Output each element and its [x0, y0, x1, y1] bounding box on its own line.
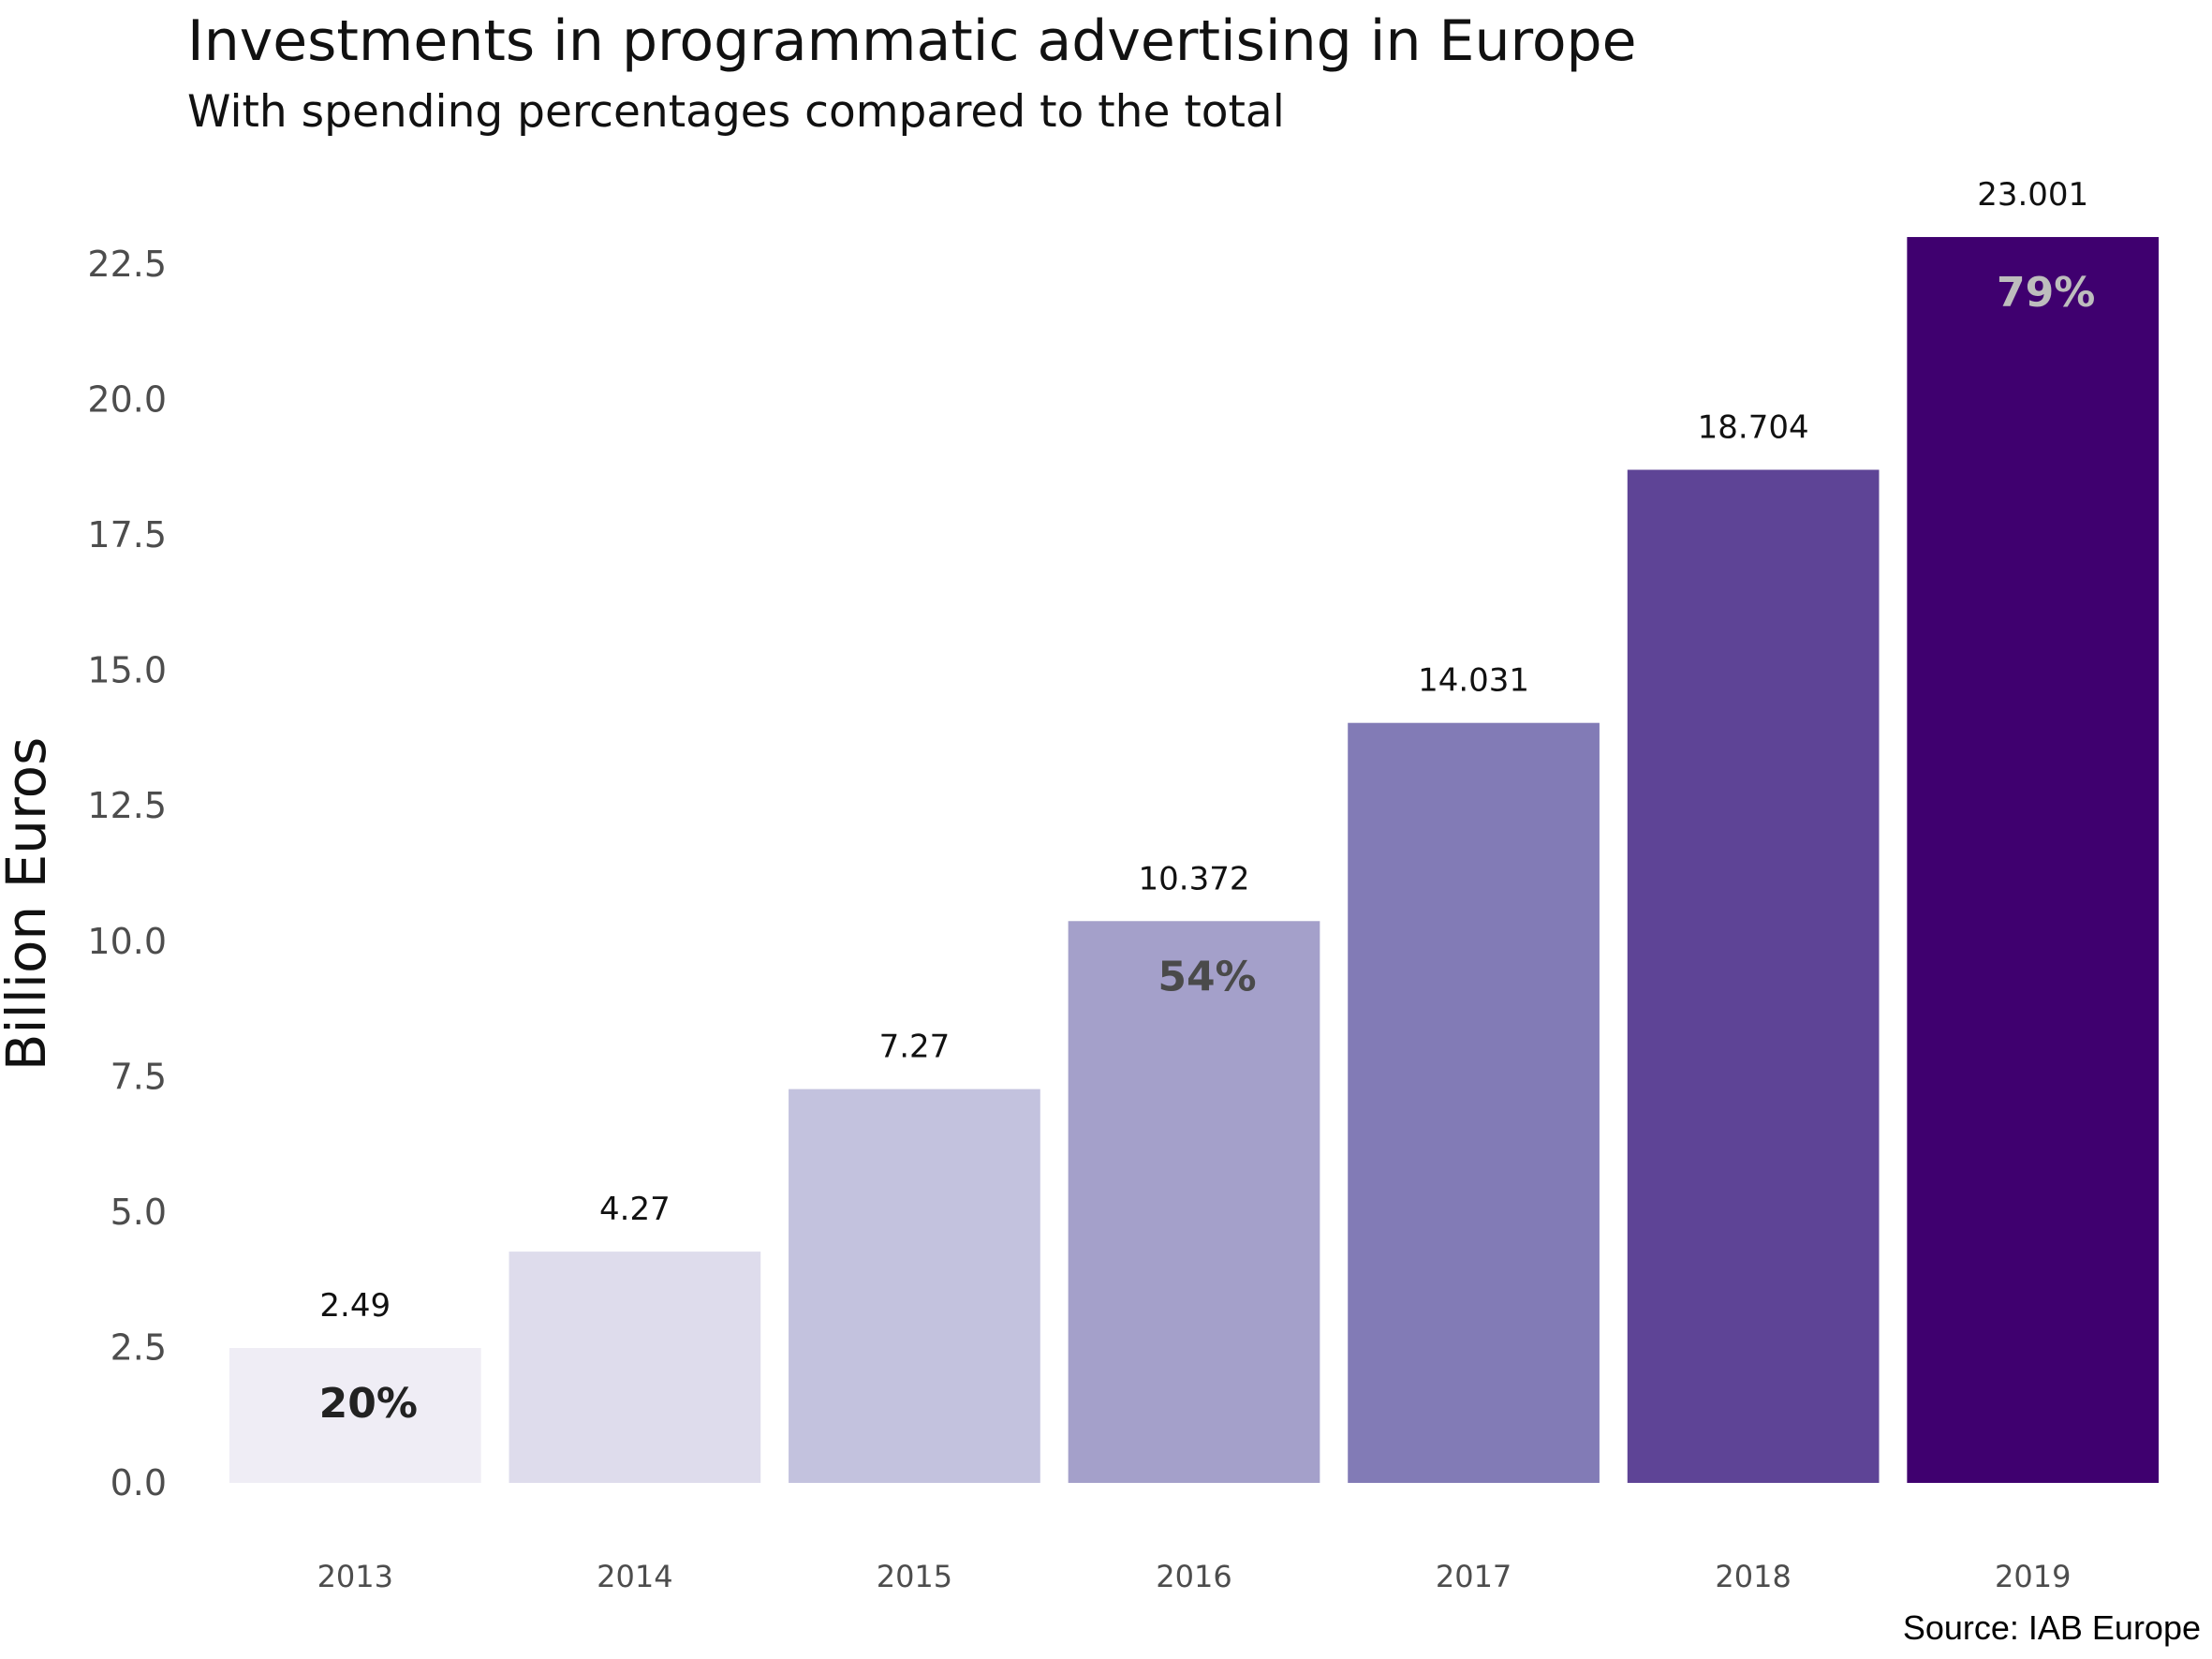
y-axis-ticks: 0.0 2.5 5.0 7.5 10.0 12.5 15.0 17.5 20.0 22.5: [87, 244, 167, 1503]
x-tick-label-2016: 2016: [1156, 1559, 1231, 1594]
percent-labels-group: 20% 54% 79%: [319, 269, 2096, 1428]
x-tick-label-2017: 2017: [1436, 1559, 1512, 1594]
bar-2016: [1068, 921, 1320, 1483]
value-label-2016: 10.372: [1139, 860, 1250, 897]
x-tick-label-2013: 2013: [317, 1559, 393, 1594]
y-axis-label: Billion Euros: [0, 737, 58, 1072]
value-labels-group: 2.49 4.27 7.27 10.372 14.031 18.704 23.001: [319, 176, 2088, 1325]
x-axis-ticks: 2013 2014 2015 2016 2017 2018 2019: [317, 1559, 2072, 1594]
value-label-2015: 7.27: [879, 1029, 951, 1066]
value-label-2013: 2.49: [319, 1287, 391, 1325]
y-tick-label: 12.5: [87, 785, 167, 826]
y-tick-label: 7.5: [111, 1056, 167, 1097]
source-label: Source: IAB Europe: [1903, 1608, 2201, 1647]
y-tick-label: 10.0: [87, 921, 167, 962]
x-tick-label-2018: 2018: [1715, 1559, 1791, 1594]
value-label-2017: 14.031: [1418, 662, 1529, 700]
y-tick-label: 0.0: [111, 1462, 167, 1503]
bar-2018: [1627, 469, 1880, 1483]
y-tick-label: 2.5: [111, 1326, 167, 1368]
y-tick-label: 20.0: [87, 379, 167, 421]
chart-title: Investments in programmatic advertising …: [187, 8, 1637, 74]
percent-label-2019: 79%: [1997, 269, 2095, 317]
x-tick-label-2014: 2014: [597, 1559, 672, 1594]
bar-2019: [1907, 237, 2160, 1484]
y-tick-label: 17.5: [87, 514, 167, 555]
y-tick-label: 15.0: [87, 650, 167, 691]
bar-2014: [509, 1252, 761, 1483]
percent-label-2013: 20%: [319, 1380, 418, 1428]
y-tick-label: 22.5: [87, 244, 167, 285]
bar-2013: [229, 1348, 481, 1483]
value-label-2014: 4.27: [599, 1191, 671, 1228]
value-label-2019: 23.001: [1977, 176, 2088, 214]
bars-group: [229, 237, 2160, 1484]
value-label-2018: 18.704: [1698, 408, 1809, 446]
x-tick-label-2019: 2019: [1995, 1559, 2071, 1594]
y-tick-label: 5.0: [111, 1192, 167, 1233]
chart-subtitle: With spending percentages compared to th…: [187, 86, 1285, 138]
bar-2015: [789, 1089, 1040, 1483]
x-tick-label-2015: 2015: [877, 1559, 952, 1594]
percent-label-2016: 54%: [1158, 953, 1256, 1000]
bar-2017: [1348, 722, 1600, 1483]
